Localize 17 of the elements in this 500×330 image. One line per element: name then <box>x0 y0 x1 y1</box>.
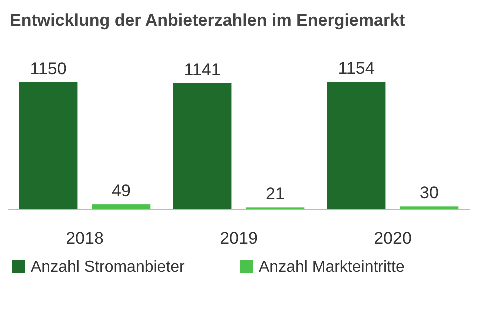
x-tick-label: 2018 <box>66 229 104 248</box>
data-label: 30 <box>420 184 439 203</box>
x-tick-label: 2020 <box>374 229 412 248</box>
bar <box>92 204 151 210</box>
legend-label: Anzahl Stromanbieter <box>31 259 186 276</box>
data-label: 49 <box>112 182 131 201</box>
x-tick-label: 2019 <box>220 229 258 248</box>
data-label: 1150 <box>30 59 67 78</box>
bar <box>19 82 78 210</box>
bar <box>327 82 386 210</box>
chart-title: Entwicklung der Anbieterzahlen im Energiemarkt <box>10 11 406 30</box>
data-label: 1154 <box>338 59 375 78</box>
legend-label: Anzahl Markteintritte <box>259 259 405 276</box>
data-label: 1141 <box>184 60 221 80</box>
bar <box>173 83 232 210</box>
data-label: 21 <box>266 184 285 204</box>
bar <box>400 206 459 210</box>
